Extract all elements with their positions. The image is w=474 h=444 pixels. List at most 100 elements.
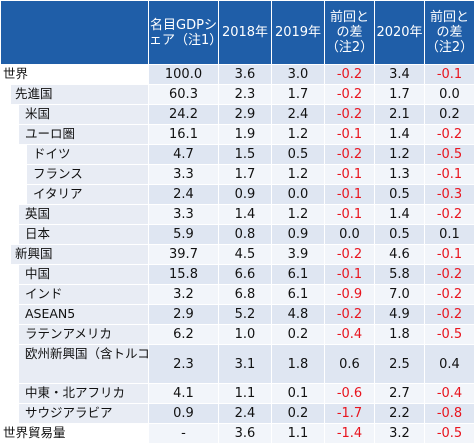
cell-gdp-share: 5.9	[149, 225, 219, 245]
cell-growth-2020: 2.2	[375, 404, 425, 424]
cell-diff-2019: 0.6	[325, 345, 375, 384]
cell-diff-2020: -0.8	[425, 404, 474, 424]
cell-diff-2019: -0.2	[325, 245, 375, 265]
cell-gdp-share: 100.0	[149, 65, 219, 85]
cell-growth-2020: 2.5	[375, 345, 425, 384]
cell-growth-2019: 1.2	[272, 205, 325, 225]
cell-growth-2018: 2.9	[219, 105, 272, 125]
cell-gdp-share: -	[149, 424, 219, 444]
cell-diff-2019: -0.1	[325, 265, 375, 285]
row-label-cell: イタリア	[1, 185, 149, 205]
row-label: 中東・北アフリカ	[19, 384, 148, 403]
cell-growth-2020: 2.7	[375, 384, 425, 404]
cell-growth-2020: 1.4	[375, 125, 425, 145]
header-corner	[1, 1, 149, 65]
row-label: 新興国	[11, 245, 148, 264]
cell-diff-2020: -0.1	[425, 65, 474, 85]
cell-growth-2020: 1.8	[375, 325, 425, 345]
cell-diff-2019: -0.1	[325, 205, 375, 225]
cell-diff-2019: -0.9	[325, 285, 375, 305]
row-label-cell: インド	[1, 285, 149, 305]
row-label-cell: 世界貿易量	[1, 424, 149, 444]
cell-growth-2019: 0.9	[272, 225, 325, 245]
table-header-row: 名目GDPシェア（注1） 2018年 2019年 前回との差（注2） 2020年…	[1, 1, 474, 65]
cell-growth-2019: 1.2	[272, 165, 325, 185]
cell-gdp-share: 2.4	[149, 185, 219, 205]
cell-growth-2020: 5.8	[375, 265, 425, 285]
cell-diff-2020: -0.2	[425, 125, 474, 145]
cell-diff-2019: -1.4	[325, 424, 375, 444]
header-diff-2020: 前回との差（注2）	[425, 1, 474, 65]
cell-diff-2020: -0.2	[425, 305, 474, 325]
cell-diff-2019: -0.1	[325, 185, 375, 205]
cell-growth-2019: 1.2	[272, 125, 325, 145]
cell-growth-2018: 1.4	[219, 205, 272, 225]
row-label: ユーロ圏	[19, 125, 148, 144]
row-label: インド	[19, 285, 148, 304]
row-label-cell: 中東・北アフリカ	[1, 384, 149, 404]
row-label-cell: フランス	[1, 165, 149, 185]
row-label: 世界貿易量	[1, 424, 148, 443]
cell-diff-2020: 0.1	[425, 225, 474, 245]
cell-growth-2018: 1.7	[219, 165, 272, 185]
cell-diff-2020: -0.2	[425, 265, 474, 285]
cell-growth-2020: 4.6	[375, 245, 425, 265]
header-2018: 2018年	[219, 1, 272, 65]
cell-growth-2018: 1.1	[219, 384, 272, 404]
cell-growth-2019: 1.1	[272, 424, 325, 444]
cell-diff-2020: -0.5	[425, 145, 474, 165]
cell-growth-2020: 0.5	[375, 185, 425, 205]
cell-growth-2018: 3.1	[219, 345, 272, 384]
row-label: 世界	[1, 65, 148, 84]
cell-growth-2020: 7.0	[375, 285, 425, 305]
row-label: 先進国	[11, 85, 148, 104]
row-label: イタリア	[27, 185, 148, 204]
row-label-cell: 中国	[1, 265, 149, 285]
cell-growth-2019: 2.4	[272, 105, 325, 125]
cell-diff-2020: -0.4	[425, 384, 474, 404]
cell-gdp-share: 4.7	[149, 145, 219, 165]
cell-growth-2018: 2.3	[219, 85, 272, 105]
cell-growth-2020: 1.2	[375, 145, 425, 165]
cell-growth-2019: 1.8	[272, 345, 325, 384]
cell-diff-2019: -0.4	[325, 325, 375, 345]
row-label: ドイツ	[27, 145, 148, 164]
cell-diff-2019: -0.2	[325, 65, 375, 85]
cell-diff-2020: -0.3	[425, 185, 474, 205]
cell-diff-2019: -0.6	[325, 384, 375, 404]
cell-growth-2020: 3.4	[375, 65, 425, 85]
cell-diff-2020: 0.4	[425, 345, 474, 384]
cell-growth-2018: 0.8	[219, 225, 272, 245]
row-label-cell: 日本	[1, 225, 149, 245]
cell-growth-2019: 0.2	[272, 404, 325, 424]
row-label: 英国	[19, 205, 148, 224]
cell-growth-2018: 1.5	[219, 145, 272, 165]
cell-growth-2019: 0.2	[272, 325, 325, 345]
row-label: 日本	[19, 225, 148, 244]
cell-growth-2018: 4.5	[219, 245, 272, 265]
row-label-cell: 世界	[1, 65, 149, 85]
cell-growth-2019: 3.0	[272, 65, 325, 85]
cell-growth-2019: 0.5	[272, 145, 325, 165]
row-label: 中国	[19, 265, 148, 284]
cell-gdp-share: 6.2	[149, 325, 219, 345]
row-label-cell: ASEAN5	[1, 305, 149, 325]
cell-diff-2020: -0.1	[425, 245, 474, 265]
cell-diff-2020: -0.2	[425, 205, 474, 225]
cell-growth-2018: 2.4	[219, 404, 272, 424]
cell-diff-2019: -0.2	[325, 85, 375, 105]
row-label: フランス	[27, 165, 148, 184]
cell-growth-2020: 0.5	[375, 225, 425, 245]
